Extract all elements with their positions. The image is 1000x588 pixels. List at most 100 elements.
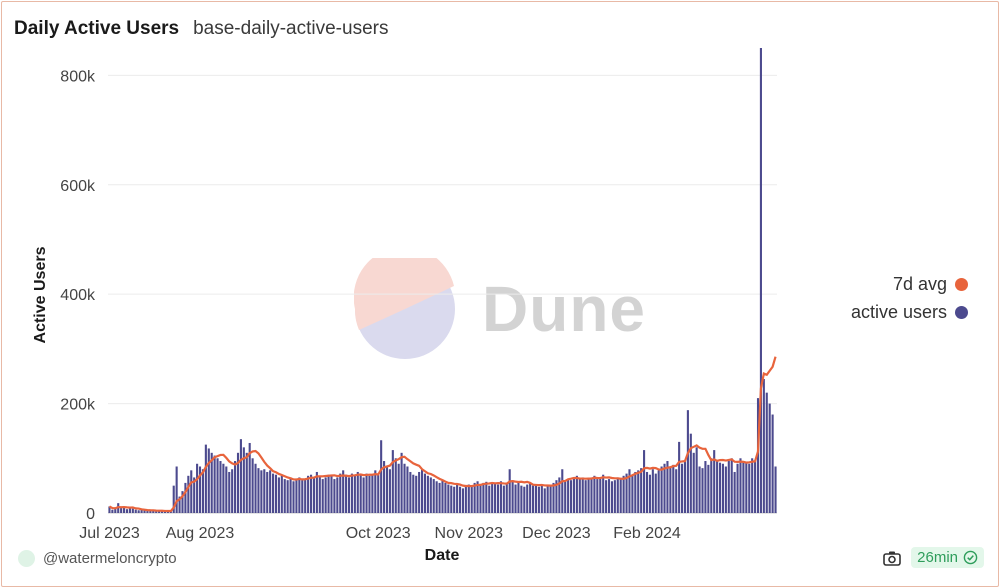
bar[interactable] <box>438 482 441 513</box>
bar[interactable] <box>681 463 684 513</box>
bar[interactable] <box>365 473 368 513</box>
bar[interactable] <box>280 475 283 513</box>
bar[interactable] <box>350 473 353 513</box>
bar[interactable] <box>137 510 140 513</box>
bar[interactable] <box>169 511 172 513</box>
bar[interactable] <box>108 506 111 513</box>
bar[interactable] <box>383 461 386 513</box>
bar[interactable] <box>131 508 134 513</box>
bar[interactable] <box>730 458 733 513</box>
bar[interactable] <box>692 452 695 513</box>
bar[interactable] <box>564 481 567 513</box>
bar[interactable] <box>672 464 675 513</box>
bar[interactable] <box>330 475 333 513</box>
bar[interactable] <box>607 479 611 513</box>
bar[interactable] <box>359 474 362 513</box>
bar[interactable] <box>248 442 251 513</box>
bar[interactable] <box>181 491 184 513</box>
bar[interactable] <box>219 461 222 513</box>
bar[interactable] <box>736 463 739 513</box>
bar[interactable] <box>391 450 394 513</box>
bar[interactable] <box>362 477 365 513</box>
bar[interactable] <box>704 461 707 513</box>
bar[interactable] <box>257 468 260 513</box>
bar[interactable] <box>494 484 497 513</box>
bar[interactable] <box>660 466 663 514</box>
bar[interactable] <box>394 458 397 513</box>
bar[interactable] <box>123 506 126 513</box>
bar[interactable] <box>266 471 269 513</box>
bar[interactable] <box>771 414 774 513</box>
bar[interactable] <box>198 466 202 514</box>
bar[interactable] <box>400 452 403 513</box>
bar[interactable] <box>479 484 482 513</box>
bar[interactable] <box>254 463 257 513</box>
bar[interactable] <box>590 477 593 513</box>
bar[interactable] <box>201 469 204 513</box>
bar[interactable] <box>184 482 187 513</box>
bar[interactable] <box>467 484 470 513</box>
bar[interactable] <box>499 481 502 513</box>
bar[interactable] <box>444 482 447 513</box>
bar[interactable] <box>768 403 771 513</box>
bar[interactable] <box>569 480 573 513</box>
bar[interactable] <box>526 484 529 513</box>
bar[interactable] <box>605 480 608 513</box>
bar[interactable] <box>321 479 324 513</box>
bar[interactable] <box>146 510 149 513</box>
bar[interactable] <box>333 479 336 513</box>
bar[interactable] <box>558 477 561 513</box>
bar[interactable] <box>324 477 327 513</box>
bar[interactable] <box>669 466 672 514</box>
bar[interactable] <box>435 481 438 513</box>
bar[interactable] <box>231 469 234 513</box>
bar[interactable] <box>327 474 330 513</box>
bar[interactable] <box>158 511 161 513</box>
bar[interactable] <box>292 481 295 513</box>
author-info[interactable]: @watermeloncrypto <box>18 550 177 567</box>
bar[interactable] <box>584 480 587 513</box>
bar[interactable] <box>648 474 651 513</box>
bar[interactable] <box>318 475 321 513</box>
bar[interactable] <box>312 477 316 513</box>
bar[interactable] <box>727 461 730 513</box>
bar[interactable] <box>651 469 654 513</box>
bar[interactable] <box>447 484 450 513</box>
bar[interactable] <box>543 488 546 513</box>
bar[interactable] <box>765 392 768 513</box>
bar[interactable] <box>596 479 599 513</box>
bar[interactable] <box>549 485 552 513</box>
bar[interactable] <box>654 473 657 513</box>
bar[interactable] <box>742 461 745 513</box>
bar[interactable] <box>716 461 719 513</box>
bar[interactable] <box>298 477 301 513</box>
bar[interactable] <box>347 477 351 513</box>
bar[interactable] <box>134 509 137 513</box>
bar[interactable] <box>353 475 356 513</box>
bar[interactable] <box>128 508 131 513</box>
bar[interactable] <box>675 469 678 513</box>
bar[interactable] <box>701 468 704 513</box>
bar[interactable] <box>602 474 605 513</box>
bar[interactable] <box>774 466 777 514</box>
bar[interactable] <box>210 452 213 513</box>
bar[interactable] <box>686 410 689 513</box>
bar[interactable] <box>610 481 613 513</box>
bar[interactable] <box>537 486 540 513</box>
bar[interactable] <box>304 479 307 513</box>
bar[interactable] <box>356 471 359 513</box>
bar[interactable] <box>453 486 456 513</box>
bar[interactable] <box>718 462 722 513</box>
bar[interactable] <box>377 474 380 513</box>
bar[interactable] <box>456 484 459 513</box>
bar[interactable] <box>637 470 640 513</box>
bar[interactable] <box>178 496 181 513</box>
bar[interactable] <box>756 398 760 513</box>
bar[interactable] <box>745 462 748 513</box>
bar[interactable] <box>342 470 345 513</box>
bar[interactable] <box>488 485 491 513</box>
bar[interactable] <box>464 485 467 513</box>
bar[interactable] <box>710 458 713 513</box>
bar[interactable] <box>441 480 444 513</box>
bar[interactable] <box>385 466 389 514</box>
